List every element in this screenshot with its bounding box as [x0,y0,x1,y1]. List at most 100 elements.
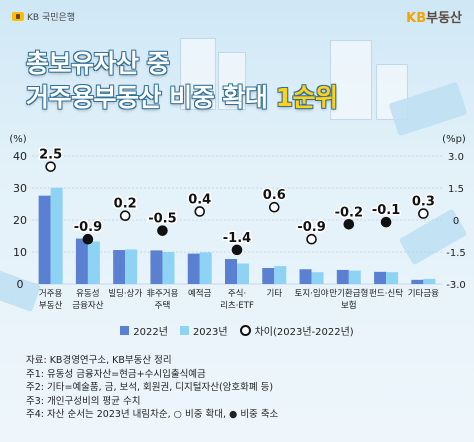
bar-2022 [262,268,275,284]
category-label: 거주용 [39,289,63,299]
left-axis-unit: (%) [9,134,26,145]
chart-legend: 2022년 2023년 차이(2023년-2022년) [0,323,474,338]
building-illustration [180,38,216,110]
legend-label-2022: 2022년 [133,327,168,338]
bar-2022 [336,269,349,284]
diff-value-label: 0.2 [114,197,137,212]
diff-marker-filled [82,233,94,245]
title-highlight: 1순위 [275,83,338,112]
bar-2023 [50,187,63,284]
category-label: 리츠·ETF [220,301,254,311]
diff-value-label: -0.5 [148,212,176,227]
brand-name: 부동산 [426,11,462,26]
diff-marker-open [306,233,317,245]
category-label: 만기환급형 [329,288,368,299]
legend-item-2022: 2022년 [120,323,168,338]
left-tick-label: 0 [17,278,24,291]
diff-marker-filled [380,216,392,228]
diff-value-label: 0.3 [412,195,435,210]
note-line: 주3: 개인구성비의 평균 수치 [26,395,141,407]
legend-item-2023: 2023년 [179,323,228,338]
category-label: 주택 [155,300,171,311]
bar-2022 [113,250,126,284]
note-line: 주2: 기타=예술품, 금, 보석, 회원권, 디지털자산(암호화폐 등) [26,382,274,393]
source-notes: 자료: KB경영연구소, KB부동산 정리 주1: 유동성 금융자산=현금+수시… [26,354,278,422]
right-tick-label: 1.5 [448,184,464,195]
open-circle-icon [239,325,251,336]
diff-value-label: -0.1 [372,203,400,218]
bar-2022 [38,195,51,284]
title-main: 거주용부동산 비중 확대 [26,83,276,112]
bar-2023 [348,270,361,284]
diff-value-label: -0.2 [335,205,363,220]
diff-value-label: -0.9 [297,220,325,235]
diff-value-label: 0.4 [188,192,211,207]
right-tick-label: -3.0 [446,280,466,291]
category-label: 토지·임야 [295,288,329,299]
right-tick-label: 3.0 [448,152,464,163]
brand-kb: KB [406,11,427,26]
diff-value-label: 0.6 [263,188,286,203]
left-tick-label: 20 [13,214,27,227]
category-label: 주식· [228,289,246,299]
building-illustration [330,40,372,120]
diff-marker-open [119,210,131,222]
diff-marker-open [418,208,429,219]
category-label: 금융자산 [72,300,103,311]
kb-bank-logo: KB 국민은행 [12,10,75,23]
right-tick-label: -1.5 [446,248,466,259]
bar-2023 [274,266,287,284]
category-label: 기타금융 [408,289,439,299]
category-label: 유동성 [76,289,99,299]
diff-marker-filled [231,244,243,256]
diff-marker-filled [343,218,355,230]
page-title-line1: 총보유자산 중 [26,49,170,78]
note-line: 주1: 유동성 금융자산=현금+수시입출식예금 [26,368,206,380]
bar-2022 [225,259,237,284]
note-line: 자료: KB경영연구소, KB부동산 정리 [26,355,172,366]
bar-2023 [237,263,249,284]
diff-value-label: -1.4 [223,231,251,246]
diff-marker-open [268,201,280,213]
right-axis-unit: (%p) [442,134,466,145]
note-line: 주4: 자산 순서는 2023년 내림차순, ○ 비중 확대, ● 비중 축소 [26,409,279,420]
bar-2023 [125,249,138,284]
kb-realestate-logo: KB부동산 [406,7,462,26]
bar-2022 [299,269,312,284]
bar-2023 [199,252,212,284]
bar-2023 [423,278,436,284]
category-label: 펀드·신탁 [369,288,403,299]
right-tick-label: 0 [453,216,459,227]
bar-2022 [374,271,387,284]
left-tick-label: 10 [13,246,27,259]
bar-2023 [87,241,100,284]
bar-2022 [150,250,163,284]
category-label: 빌딩·상가 [108,288,142,299]
bank-name: KB 국민은행 [27,13,76,23]
diff-marker-filled [157,225,168,236]
bar-2023 [386,272,399,284]
diff-value-label: 2.5 [39,148,62,163]
legend-swatch-2022 [120,326,130,335]
category-label: 보험 [341,301,357,311]
bar-2023 [311,272,324,284]
legend-label-2023: 2023년 [192,327,228,338]
category-label: 부동산 [39,300,63,311]
legend-label-diff: 차이(2023년-2022년) [254,327,354,338]
legend-swatch-2023 [179,326,189,335]
building-illustration [218,52,246,110]
left-tick-label: 40 [13,150,27,163]
left-tick-label: 30 [13,182,27,195]
legend-item-diff: 차이(2023년-2022년) [239,323,354,338]
bar-2022 [411,279,424,284]
category-label: 예적금 [188,288,212,299]
bar-2023 [162,252,175,284]
bar-2022 [75,238,88,284]
category-label: 기타 [266,289,282,299]
diff-marker-open [45,161,56,172]
diff-value-label: -0.9 [74,220,102,235]
bar-2022 [187,253,200,284]
kb-star-icon [12,12,24,21]
